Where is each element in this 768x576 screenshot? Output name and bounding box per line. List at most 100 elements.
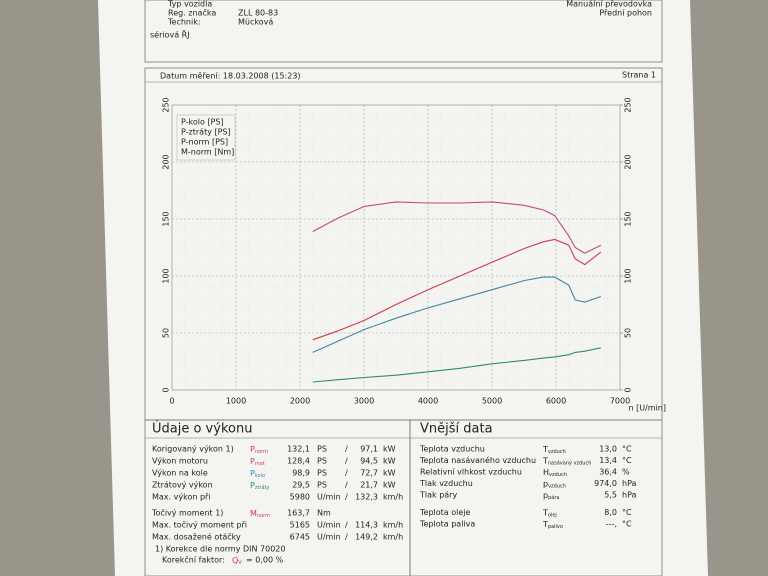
row-unit: kW <box>383 481 396 490</box>
row-symbol: Hvzduch <box>543 468 567 478</box>
row-unit: PS <box>317 469 327 478</box>
x-tick-label: 7000 <box>610 397 630 406</box>
y-tick-label: 200 <box>162 154 171 169</box>
subscript: vzduch <box>548 449 566 455</box>
plot-area <box>171 104 621 391</box>
row-label: Korigovaný výkon 1) <box>152 445 234 454</box>
header-note: sériová ŘJ <box>150 30 190 40</box>
x-tick-label: 5000 <box>482 397 502 406</box>
legend-entry: M-norm [Nm] <box>181 148 234 157</box>
row-label: Tlak páry <box>419 491 457 500</box>
row-unit: Nm <box>317 509 331 518</box>
footnote-value: = 0,00 % <box>246 556 284 565</box>
row-unit: U/min <box>317 521 341 530</box>
row-separator: / <box>345 445 348 454</box>
field-label: Reg. značka <box>168 8 216 18</box>
row-label: Max. výkon při <box>152 493 211 502</box>
header-right: Manuální převodovka <box>566 0 652 9</box>
row-symbol: Pnorm <box>250 445 268 455</box>
row-value: 5165 <box>290 521 310 530</box>
row-value: 36,4 <box>599 468 617 477</box>
x-tick-label: 1000 <box>226 397 246 406</box>
x-tick-label: 3000 <box>354 397 374 406</box>
row-value: ---, <box>606 520 617 529</box>
symbol: T <box>542 456 548 465</box>
row-label: Teplota vzduchu <box>419 445 485 454</box>
chart-page: Strana 1 <box>622 71 656 80</box>
row-label: Relativní vlhkost vzduchu <box>420 468 522 477</box>
section-title: Vnější data <box>420 422 493 437</box>
row-value: 13,0 <box>599 445 617 454</box>
y2-tick-label: 50 <box>624 328 633 338</box>
row-label: Max. točivý moment při <box>152 520 247 530</box>
y-tick-label: 250 <box>162 97 171 112</box>
subscript: pára <box>548 494 559 501</box>
footnote-symbol: QV <box>232 556 242 566</box>
subscript: nasávaný vzduch <box>548 459 592 466</box>
x-axis-label: n [U/min] <box>629 404 667 413</box>
row-value: 6745 <box>290 533 310 542</box>
subscript: kolo <box>255 473 265 479</box>
row-value: 974,0 <box>594 479 617 488</box>
row-symbol: ppára <box>543 491 559 501</box>
y2-tick-label: 200 <box>624 154 633 169</box>
legend-box <box>176 114 236 161</box>
symbol: p <box>543 479 548 488</box>
row-value: 114,3 <box>355 521 378 530</box>
series-line <box>312 201 602 254</box>
row-unit: hPa <box>622 491 637 500</box>
subscript: ztráty <box>255 484 270 491</box>
symbol: P <box>250 445 255 454</box>
row-symbol: Tvzduch <box>542 445 566 455</box>
symbol: H <box>543 468 549 477</box>
subscript: norm <box>255 449 268 455</box>
row-unit: km/h <box>383 521 403 530</box>
row-separator: / <box>345 469 348 478</box>
row-value: 163,7 <box>287 509 310 518</box>
row-unit: PS <box>317 481 327 490</box>
row-value: 149,2 <box>355 533 378 542</box>
section-title: Údaje o výkonu <box>152 421 252 437</box>
subscript: vzduch <box>548 483 566 489</box>
row-value: 128,4 <box>287 457 310 466</box>
row-label: Výkon motoru <box>152 457 208 466</box>
subscript: vzduch <box>549 472 567 478</box>
row-value: 5,5 <box>604 491 617 500</box>
subscript: palivo <box>548 524 563 530</box>
row-unit: °C <box>622 445 632 454</box>
row-label: Max. dosažené otáčky <box>152 532 241 542</box>
y-tick-label: 0 <box>162 387 171 392</box>
row-unit: kW <box>383 469 396 478</box>
symbol: P <box>250 469 255 478</box>
symbol: T <box>542 520 548 529</box>
subscript: V <box>238 560 242 566</box>
symbol: P <box>250 457 255 466</box>
x-tick-label: 6000 <box>546 397 566 406</box>
row-separator: / <box>345 521 348 530</box>
row-label: Teplota nasávaného vzduchu <box>419 455 536 465</box>
x-tick-label: 0 <box>169 397 174 406</box>
series-line <box>312 238 602 341</box>
legend-entry: P-kolo [PS] <box>181 118 224 127</box>
row-unit: PS <box>317 457 327 466</box>
symbol: P <box>250 481 255 490</box>
row-value: 5980 <box>290 493 310 502</box>
footnote-label: Korekční faktor: <box>162 555 225 565</box>
row-unit: kW <box>383 445 396 454</box>
subscript: olej <box>548 512 557 518</box>
row-label: Tlak vzduchu <box>419 479 473 488</box>
row-unit: km/h <box>383 493 403 502</box>
symbol: p <box>543 491 548 500</box>
y-tick-label: 150 <box>162 211 171 226</box>
row-value: 29,5 <box>292 481 310 490</box>
row-value: 94,5 <box>360 457 378 466</box>
symbol: T <box>542 445 548 454</box>
row-label: Teplota oleje <box>419 508 470 517</box>
x-tick-label: 2000 <box>290 397 310 406</box>
header-box <box>144 0 663 63</box>
y2-tick-label: 0 <box>624 387 633 392</box>
row-symbol: pvzduch <box>543 479 566 489</box>
row-value: 132,1 <box>287 445 310 454</box>
row-separator: / <box>345 457 348 466</box>
subscript: norm <box>257 513 270 519</box>
